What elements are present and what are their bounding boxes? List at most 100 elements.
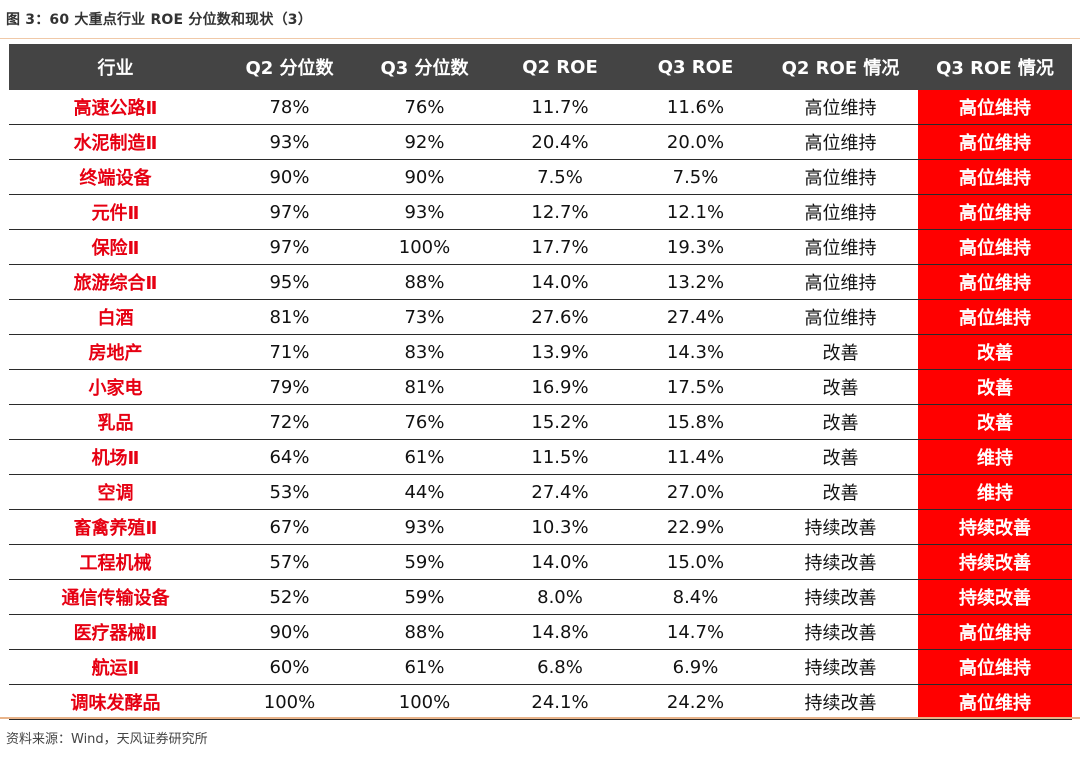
cell-q2-roe: 15.2% (492, 404, 628, 440)
cell-q3-roe: 8.4% (628, 579, 763, 615)
cell-q2-percentile: 57% (222, 544, 357, 580)
table-row: 空调 53% 44% 27.4% 27.0% 改善 维持 (9, 474, 1072, 510)
table-row: 机场Ⅱ 64% 61% 11.5% 11.4% 改善 维持 (9, 439, 1072, 475)
cell-q2-roe: 14.0% (492, 544, 628, 580)
table-row: 高速公路Ⅱ 78% 76% 11.7% 11.6% 高位维持 高位维持 (9, 90, 1072, 125)
table-row: 航运Ⅱ 60% 61% 6.8% 6.9% 持续改善 高位维持 (9, 649, 1072, 685)
cell-q3-percentile: 73% (357, 299, 492, 335)
cell-q3-percentile: 100% (357, 229, 492, 265)
header-row: 行业 Q2 分位数 Q3 分位数 Q2 ROE Q3 ROE Q2 ROE 情况 Q3 RO… (9, 44, 1072, 90)
cell-q3-percentile: 100% (357, 684, 492, 720)
column-header-q2-status: Q2 ROE 情况 (763, 44, 918, 90)
cell-q3-percentile: 44% (357, 474, 492, 510)
cell-q2-roe: 24.1% (492, 684, 628, 720)
cell-q2-roe: 11.5% (492, 439, 628, 475)
cell-q3-percentile: 76% (357, 90, 492, 125)
cell-q2-status: 持续改善 (763, 579, 918, 615)
cell-q2-status: 改善 (763, 474, 918, 510)
column-header-q3-roe: Q3 ROE (628, 44, 763, 90)
cell-industry: 乳品 (9, 404, 222, 440)
cell-q2-status: 改善 (763, 404, 918, 440)
table-row: 小家电 79% 81% 16.9% 17.5% 改善 改善 (9, 369, 1072, 405)
cell-q3-roe: 22.9% (628, 509, 763, 545)
cell-q2-status: 持续改善 (763, 544, 918, 580)
cell-q3-status: 改善 (918, 404, 1072, 440)
cell-q3-percentile: 61% (357, 439, 492, 475)
cell-q3-roe: 7.5% (628, 159, 763, 195)
column-header-q3-percentile: Q3 分位数 (357, 44, 492, 90)
cell-industry: 医疗器械Ⅱ (9, 614, 222, 650)
cell-q2-percentile: 93% (222, 124, 357, 160)
cell-q2-roe: 27.4% (492, 474, 628, 510)
roe-table: 行业 Q2 分位数 Q3 分位数 Q2 ROE Q3 ROE Q2 ROE 情况 Q3 RO… (9, 44, 1072, 720)
cell-industry: 工程机械 (9, 544, 222, 580)
cell-q3-status: 持续改善 (918, 509, 1072, 545)
cell-q2-percentile: 78% (222, 90, 357, 125)
cell-q3-roe: 12.1% (628, 194, 763, 230)
table-row: 畜禽养殖Ⅱ 67% 93% 10.3% 22.9% 持续改善 持续改善 (9, 509, 1072, 545)
cell-q2-percentile: 71% (222, 334, 357, 370)
cell-q2-percentile: 64% (222, 439, 357, 475)
cell-q3-roe: 11.6% (628, 90, 763, 125)
cell-industry: 高速公路Ⅱ (9, 90, 222, 125)
cell-q3-roe: 19.3% (628, 229, 763, 265)
cell-q3-percentile: 90% (357, 159, 492, 195)
cell-q2-percentile: 97% (222, 229, 357, 265)
cell-q3-percentile: 88% (357, 264, 492, 300)
cell-industry: 畜禽养殖Ⅱ (9, 509, 222, 545)
cell-q2-status: 持续改善 (763, 614, 918, 650)
cell-q3-percentile: 93% (357, 194, 492, 230)
cell-q2-percentile: 100% (222, 684, 357, 720)
table-body: 高速公路Ⅱ 78% 76% 11.7% 11.6% 高位维持 高位维持 水泥制造Ⅱ 93% 92%… (9, 90, 1072, 720)
cell-q3-roe: 14.3% (628, 334, 763, 370)
cell-industry: 航运Ⅱ (9, 649, 222, 685)
cell-industry: 调味发酵品 (9, 684, 222, 720)
cell-q2-status: 高位维持 (763, 299, 918, 335)
column-header-q3-status: Q3 ROE 情况 (918, 44, 1072, 90)
figure-title: 图 3：60 大重点行业 ROE 分位数和现状（3） (6, 12, 312, 28)
cell-q3-roe: 11.4% (628, 439, 763, 475)
cell-q3-status: 高位维持 (918, 299, 1072, 335)
cell-q2-status: 持续改善 (763, 509, 918, 545)
cell-q2-status: 持续改善 (763, 649, 918, 685)
cell-q3-status: 高位维持 (918, 159, 1072, 195)
cell-q3-status: 高位维持 (918, 649, 1072, 685)
cell-industry: 空调 (9, 474, 222, 510)
cell-q2-status: 改善 (763, 369, 918, 405)
cell-q2-roe: 7.5% (492, 159, 628, 195)
source-note: 资料来源：Wind，天风证券研究所 (6, 732, 208, 747)
cell-q3-status: 高位维持 (918, 264, 1072, 300)
cell-q3-roe: 15.8% (628, 404, 763, 440)
cell-q3-percentile: 93% (357, 509, 492, 545)
table-row: 终端设备 90% 90% 7.5% 7.5% 高位维持 高位维持 (9, 159, 1072, 195)
cell-q2-roe: 16.9% (492, 369, 628, 405)
cell-q2-roe: 12.7% (492, 194, 628, 230)
cell-q3-roe: 20.0% (628, 124, 763, 160)
cell-q2-percentile: 90% (222, 614, 357, 650)
cell-q2-status: 持续改善 (763, 684, 918, 720)
cell-q2-percentile: 79% (222, 369, 357, 405)
cell-industry: 水泥制造Ⅱ (9, 124, 222, 160)
cell-q3-status: 持续改善 (918, 579, 1072, 615)
cell-q3-roe: 15.0% (628, 544, 763, 580)
cell-q3-roe: 24.2% (628, 684, 763, 720)
cell-q3-roe: 17.5% (628, 369, 763, 405)
cell-q3-percentile: 81% (357, 369, 492, 405)
cell-q2-roe: 8.0% (492, 579, 628, 615)
cell-q2-status: 高位维持 (763, 124, 918, 160)
cell-q3-roe: 14.7% (628, 614, 763, 650)
cell-industry: 小家电 (9, 369, 222, 405)
cell-q2-roe: 14.0% (492, 264, 628, 300)
cell-q2-status: 高位维持 (763, 194, 918, 230)
cell-q3-status: 高位维持 (918, 229, 1072, 265)
table-row: 水泥制造Ⅱ 93% 92% 20.4% 20.0% 高位维持 高位维持 (9, 124, 1072, 160)
cell-industry: 终端设备 (9, 159, 222, 195)
cell-q2-roe: 10.3% (492, 509, 628, 545)
table-row: 白酒 81% 73% 27.6% 27.4% 高位维持 高位维持 (9, 299, 1072, 335)
cell-q2-status: 高位维持 (763, 90, 918, 125)
cell-q2-status: 高位维持 (763, 229, 918, 265)
cell-industry: 房地产 (9, 334, 222, 370)
table-row: 元件Ⅱ 97% 93% 12.7% 12.1% 高位维持 高位维持 (9, 194, 1072, 230)
cell-q3-status: 高位维持 (918, 614, 1072, 650)
cell-q2-percentile: 52% (222, 579, 357, 615)
